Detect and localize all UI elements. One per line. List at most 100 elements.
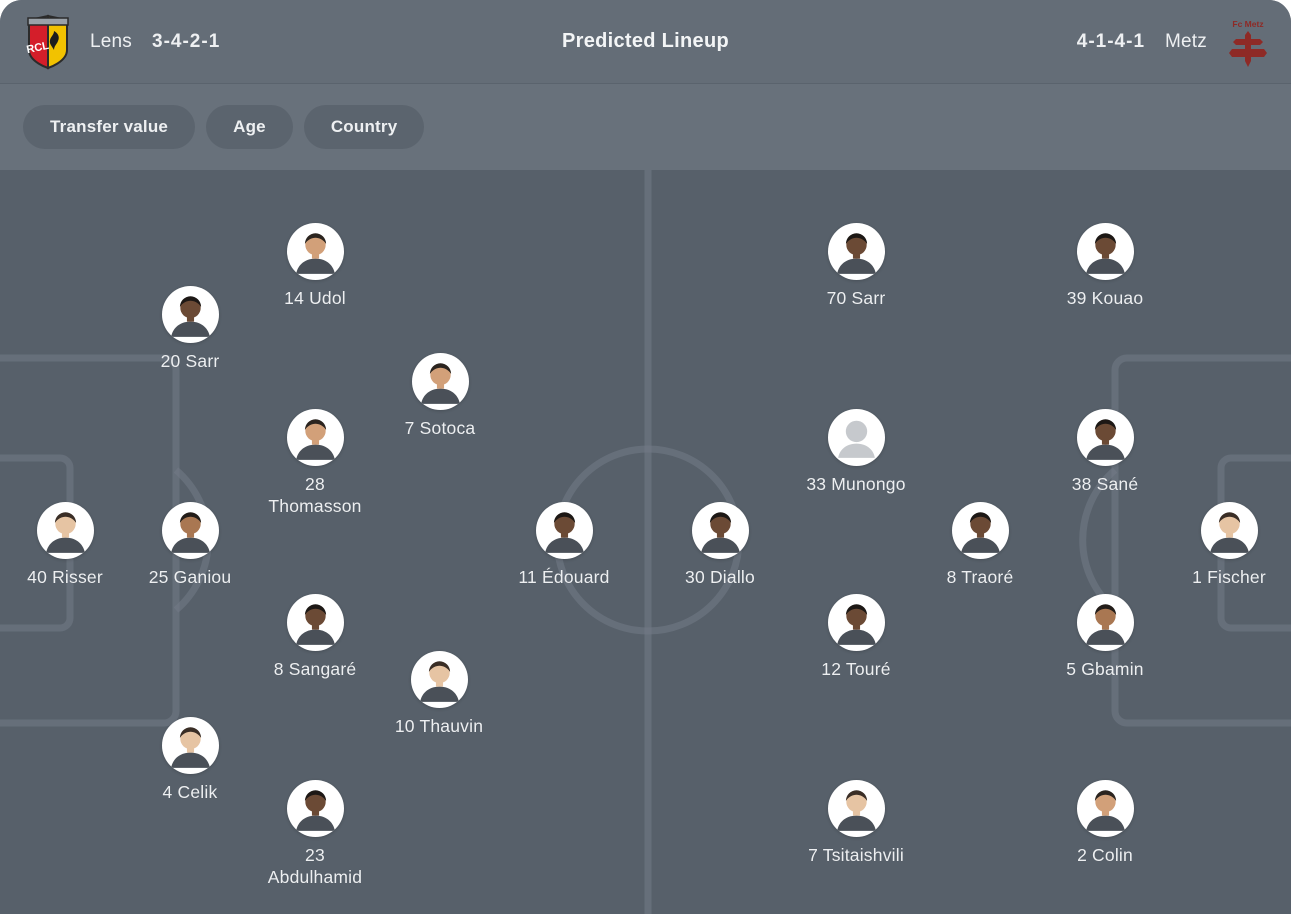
player-label-line: 20 Sarr (160, 351, 220, 371)
filter-transfer-value[interactable]: Transfer value (23, 105, 196, 149)
player-home-23-abdulhamid[interactable]: 23 Abdulhamid (240, 780, 390, 888)
player-photo (836, 790, 876, 831)
player-photo (1209, 512, 1249, 553)
player-home-14-udol[interactable]: 14 Udol (240, 223, 390, 309)
player-away-5-gbamin[interactable]: 5 Gbamin (1030, 594, 1180, 680)
player-home-20-sarr[interactable]: 20 Sarr (115, 286, 265, 372)
metz-crest-icon: Fc Metz (1229, 19, 1267, 67)
filter-age[interactable]: Age (206, 105, 293, 149)
placeholder-avatar-icon (837, 420, 875, 458)
player-away-30-diallo[interactable]: 30 Diallo (645, 502, 795, 588)
player-avatar (161, 286, 219, 343)
player-photo (419, 661, 459, 702)
player-away-12-touré[interactable]: 12 Touré (781, 594, 931, 680)
player-photo (1085, 790, 1125, 831)
player-photo (700, 512, 740, 553)
lens-crest-icon: RCL (26, 14, 69, 70)
player-label-line: 8 Sangaré (273, 659, 357, 679)
player-label-line: 33 Munongo (806, 474, 906, 494)
player-avatar (827, 594, 885, 651)
player-home-7-sotoca[interactable]: 7 Sotoca (365, 353, 515, 439)
player-label: 39 Kouao (1067, 287, 1144, 309)
header: RCL Lens 3-4-2-1 Predicted Lineup 4-1-4-… (0, 0, 1291, 84)
player-away-7-tsitaishvili[interactable]: 7 Tsitaishvili (781, 780, 931, 866)
player-avatar (1076, 223, 1134, 280)
player-label: 12 Touré (821, 658, 890, 680)
player-label-line: 12 Touré (821, 659, 891, 679)
player-label-line: 40 Risser (27, 567, 103, 587)
player-photo (960, 512, 1000, 553)
player-photo (836, 604, 876, 645)
player-avatar (161, 717, 219, 774)
player-avatar (827, 409, 885, 466)
player-label-line: 7 Sotoca (404, 418, 476, 438)
pitch: 14 Udol 20 Sarr 7 Sotoca 28 Thomasson 40 … (0, 170, 1291, 914)
home-team-header: RCL Lens 3-4-2-1 (26, 0, 220, 84)
player-label: 5 Gbamin (1066, 658, 1143, 680)
player-label-line: 8 Traoré (946, 567, 1014, 587)
player-label: 1 Fischer (1192, 566, 1266, 588)
home-formation: 3-4-2-1 (152, 31, 221, 52)
player-label: 38 Sané (1072, 473, 1139, 495)
player-label-line: 2 Colin (1077, 845, 1133, 865)
player-avatar (1076, 409, 1134, 466)
player-label-line: 39 Kouao (1066, 288, 1144, 308)
player-photo (544, 512, 584, 553)
player-photo (295, 604, 335, 645)
filter-country[interactable]: Country (303, 105, 425, 149)
player-photo (170, 727, 210, 768)
player-label-line: Abdulhamid (267, 867, 363, 887)
lens-crest-text: RCL (26, 40, 50, 56)
player-label: 28 Thomasson (268, 473, 361, 517)
player-away-1-fischer[interactable]: 1 Fischer (1154, 502, 1291, 588)
player-label-line: 14 Udol (284, 288, 346, 308)
player-away-8-traoré[interactable]: 8 Traoré (905, 502, 1055, 588)
player-photo (836, 233, 876, 274)
player-avatar (1200, 502, 1258, 559)
player-home-4-celik[interactable]: 4 Celik (115, 717, 265, 803)
player-away-38-sané[interactable]: 38 Sané (1030, 409, 1180, 495)
player-avatar (36, 502, 94, 559)
player-photo (1085, 233, 1125, 274)
player-label: 25 Ganiou (149, 566, 232, 588)
player-home-8-sangaré[interactable]: 8 Sangaré (240, 594, 390, 680)
player-away-33-munongo[interactable]: 33 Munongo (781, 409, 931, 495)
home-team-name: Lens (90, 31, 133, 52)
player-away-2-colin[interactable]: 2 Colin (1030, 780, 1180, 866)
player-home-10-thauvin[interactable]: 10 Thauvin (364, 651, 514, 737)
player-photo (1085, 604, 1125, 645)
player-photo (295, 233, 335, 274)
player-label: 33 Munongo (806, 473, 905, 495)
player-avatar (1076, 594, 1134, 651)
player-avatar (286, 409, 344, 466)
player-label: 23 Abdulhamid (268, 844, 362, 888)
player-away-70-sarr[interactable]: 70 Sarr (781, 223, 931, 309)
player-label-line: 28 (305, 474, 325, 494)
player-home-40-risser[interactable]: 40 Risser (0, 502, 140, 588)
player-label: 11 Édouard (518, 566, 609, 588)
player-label-line: 70 Sarr (826, 288, 886, 308)
player-home-28-thomasson[interactable]: 28 Thomasson (240, 409, 390, 517)
player-away-39-kouao[interactable]: 39 Kouao (1030, 223, 1180, 309)
player-label-line: 7 Tsitaishvili (808, 845, 904, 865)
player-photo (45, 512, 85, 553)
player-label: 20 Sarr (161, 350, 220, 372)
away-formation: 4-1-4-1 (1076, 31, 1146, 52)
player-label-line: 23 (305, 845, 325, 865)
page-title: Predicted Lineup (561, 30, 730, 52)
player-home-25-ganiou[interactable]: 25 Ganiou (115, 502, 265, 588)
player-photo (295, 790, 335, 831)
player-photo (295, 419, 335, 460)
player-avatar (691, 502, 749, 559)
player-avatar (827, 223, 885, 280)
player-label: 2 Colin (1077, 844, 1133, 866)
player-photo (170, 296, 210, 337)
player-label-line: 11 Édouard (518, 567, 610, 587)
player-label: 8 Traoré (947, 566, 1014, 588)
player-avatar (1076, 780, 1134, 837)
player-home-11-édouard[interactable]: 11 Édouard (489, 502, 639, 588)
player-avatar (827, 780, 885, 837)
player-label: 10 Thauvin (395, 715, 483, 737)
player-label-line: 30 Diallo (685, 567, 755, 587)
player-label-line: 38 Sané (1071, 474, 1139, 494)
